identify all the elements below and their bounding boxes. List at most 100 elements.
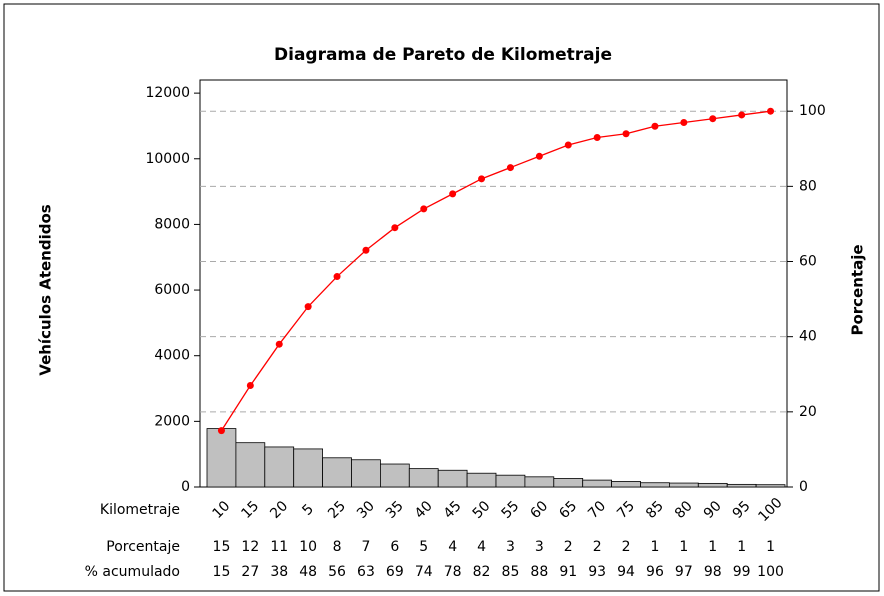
y-tick-label: 8000 [154,216,190,232]
y2-tick-label: 100 [799,103,826,119]
cumulative-cell: 63 [357,564,375,580]
bar [611,481,641,488]
cumulative-point [246,382,254,390]
cumulative-cell: 38 [270,564,288,580]
plot-area [199,79,788,488]
cumulative-point [333,273,341,281]
y2-axis-label: Porcentaje [849,244,867,335]
cumulative-cell: 99 [733,564,751,580]
cumulative-point [622,130,630,138]
cumulative-line [220,110,771,431]
cumulative-point [362,246,370,254]
cumulative-cell: 27 [241,564,259,580]
cumulative-point [506,164,514,172]
bar [669,482,699,488]
cumulative-cell: 48 [299,564,317,580]
percent-cell: 1 [679,539,688,555]
cumulative-point [709,115,717,123]
y2-tick-label: 20 [799,404,817,420]
percent-cell: 3 [535,539,544,555]
cumulative-point [391,224,399,232]
cumulative-point [564,141,572,149]
y-axis-label: Vehículos Atendidos [37,204,55,376]
y2-tick-label: 40 [799,329,817,345]
bar [553,478,584,488]
bar [322,457,352,488]
cumulative-point [535,152,543,160]
table-row-label: Porcentaje [106,539,180,555]
bar [466,472,497,488]
cumulative-cell: 69 [386,564,404,580]
cumulative-point [275,340,283,348]
cumulative-cell: 74 [415,564,433,580]
y2-tick-label: 80 [799,178,817,194]
cumulative-point [478,175,486,183]
percent-cell: 2 [593,539,602,555]
percent-cell: 2 [622,539,631,555]
percent-cell: 3 [506,539,515,555]
percent-cell: 6 [390,539,399,555]
cumulative-cell: 78 [444,564,462,580]
percent-cell: 4 [448,539,457,555]
percent-cell: 8 [333,539,342,555]
cumulative-point [738,111,746,119]
bar [755,484,786,488]
cumulative-cell: 93 [588,564,606,580]
cumulative-point [651,122,659,130]
y-tick-label: 4000 [154,348,190,364]
percent-cell: 10 [299,539,317,555]
cumulative-point [767,107,775,115]
cumulative-point [449,190,457,198]
percent-cell: 1 [708,539,717,555]
y2-tick-label: 0 [799,479,808,495]
percent-cell: 5 [419,539,428,555]
chart-title: Diagrama de Pareto de Kilometraje [274,45,612,65]
percent-cell: 7 [361,539,370,555]
y-tick-label: 0 [181,479,190,495]
bar [293,448,324,488]
bar [235,442,266,488]
percent-cell: 2 [564,539,573,555]
cumulative-cell: 88 [530,564,548,580]
cumulative-cell: 56 [328,564,346,580]
y-tick-label: 12000 [145,85,190,101]
bar [524,476,555,488]
percent-cell: 4 [477,539,486,555]
bar [206,428,237,488]
cumulative-point [593,133,601,141]
bar [379,463,410,488]
y2-tick-label: 60 [799,254,817,270]
cumulative-point [680,118,688,126]
percent-cell: 11 [270,539,288,555]
cumulative-point [420,205,428,213]
y-tick-label: 6000 [154,282,190,298]
cumulative-cell: 98 [704,564,722,580]
bar [697,482,728,488]
y-tick-label: 10000 [145,151,190,167]
cumulative-cell: 97 [675,564,693,580]
table-row-label: Kilometraje [100,502,180,518]
bar [582,479,613,488]
percent-cell: 15 [213,539,231,555]
table-row-label: % acumulado [85,564,180,580]
bar [495,474,526,488]
percent-cell: 12 [241,539,259,555]
cumulative-cell: 15 [213,564,231,580]
percent-cell: 1 [650,539,659,555]
cumulative-cell: 91 [559,564,577,580]
bar [264,446,295,488]
cumulative-cell: 94 [617,564,635,580]
bar [437,469,468,488]
percent-cell: 1 [737,539,746,555]
cumulative-cell: 96 [646,564,664,580]
cumulative-point [304,303,312,311]
cumulative-point [217,427,225,435]
bar [351,459,381,488]
cumulative-cell: 82 [473,564,491,580]
bar [408,468,439,488]
cumulative-cell: 85 [502,564,520,580]
y-tick-label: 2000 [154,413,190,429]
bar [726,483,757,488]
percent-cell: 1 [766,539,775,555]
